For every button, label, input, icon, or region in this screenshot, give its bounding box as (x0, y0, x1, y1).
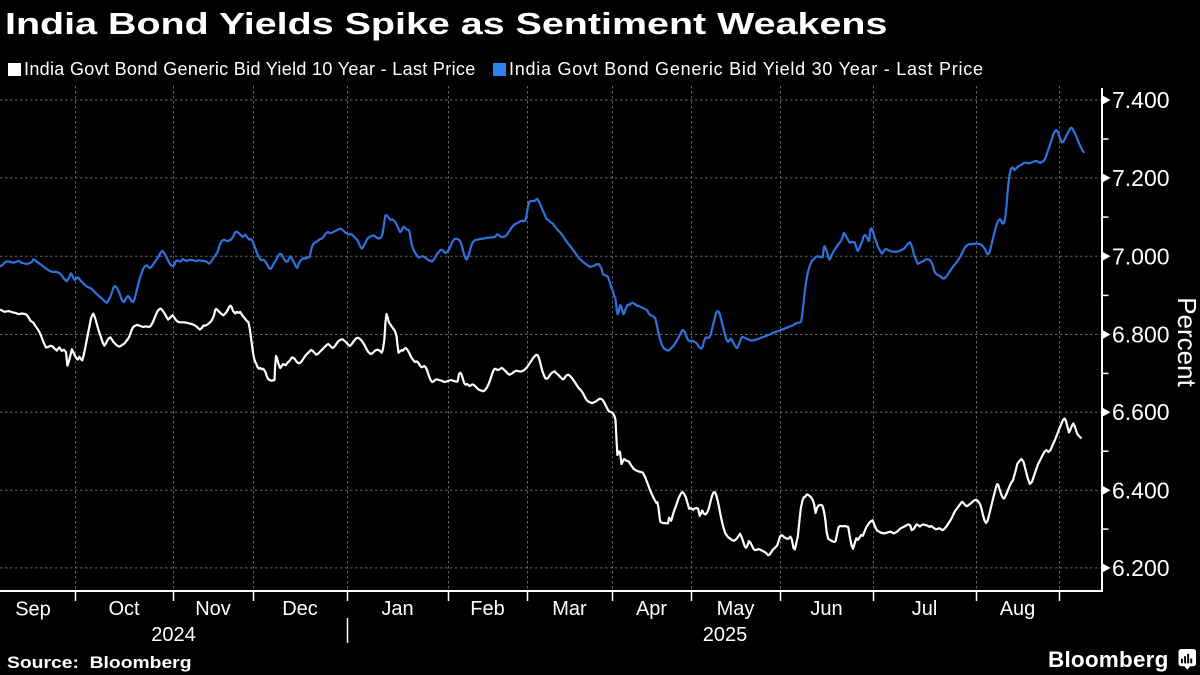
svg-text:6.600: 6.600 (1112, 399, 1170, 425)
svg-text:Aug: Aug (1000, 598, 1036, 620)
svg-text:2024: 2024 (151, 624, 196, 646)
svg-text:Percent: Percent (1172, 297, 1200, 387)
svg-text:Jun: Jun (810, 598, 842, 620)
svg-text:May: May (717, 598, 755, 620)
svg-text:Sep: Sep (15, 599, 51, 621)
svg-text:Nov: Nov (195, 598, 231, 620)
svg-text:2025: 2025 (703, 624, 748, 646)
svg-text:6.200: 6.200 (1112, 555, 1170, 581)
svg-text:7.000: 7.000 (1112, 243, 1170, 269)
svg-text:Mar: Mar (552, 598, 587, 620)
svg-text:Jul: Jul (912, 598, 938, 620)
svg-text:Apr: Apr (636, 598, 667, 620)
svg-text:6.400: 6.400 (1112, 477, 1170, 503)
svg-text:Feb: Feb (470, 598, 504, 620)
svg-text:6.800: 6.800 (1112, 322, 1170, 348)
svg-text:Oct: Oct (108, 598, 140, 620)
svg-text:7.400: 7.400 (1112, 87, 1170, 113)
svg-text:Dec: Dec (282, 598, 318, 620)
svg-text:7.200: 7.200 (1112, 165, 1170, 191)
svg-text:Jan: Jan (381, 598, 413, 620)
